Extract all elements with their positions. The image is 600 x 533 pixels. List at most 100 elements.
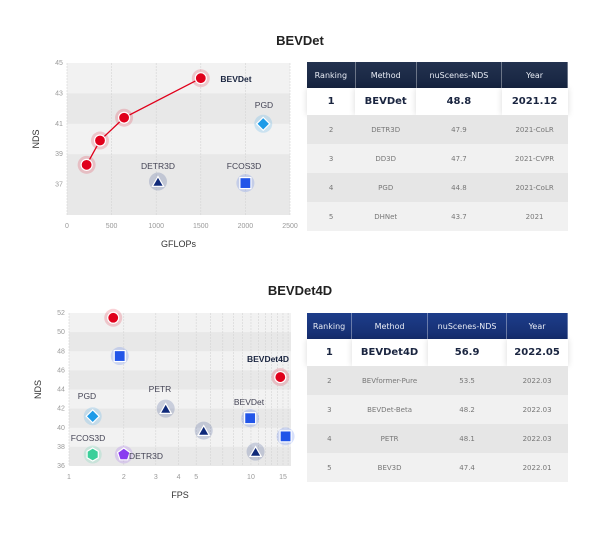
table-cell: 53.5 xyxy=(427,366,507,395)
x-tick-label: 15 xyxy=(279,474,287,481)
table-cell: 48.1 xyxy=(427,424,507,453)
table-cell: 2 xyxy=(307,115,356,144)
data-point-triangle xyxy=(194,421,213,440)
table-row: 3 DD3D 47.7 2021-CVPR xyxy=(307,144,568,173)
table-cell: BEVformer-Pure xyxy=(351,366,428,395)
point-label: BEVDet xyxy=(220,74,251,84)
y-tick-label: 37 xyxy=(55,182,63,189)
table-cell: 43.7 xyxy=(416,202,502,231)
table-cell: 2022.03 xyxy=(506,395,568,424)
table-cell: 2022.05 xyxy=(506,339,568,366)
data-point-diamond xyxy=(83,407,102,426)
table-row: 5 BEV3D 47.4 2022.01 xyxy=(307,453,568,482)
table-cell: DETR3D xyxy=(355,115,417,144)
table-cell: 2021 xyxy=(501,202,568,231)
table-cell: 2 xyxy=(307,366,352,395)
table-row: 4 PGD 44.8 2021-CoLR xyxy=(307,173,568,202)
table-cell: 1 xyxy=(307,88,356,115)
point-label: FCOS3D xyxy=(71,433,105,443)
data-point-circle xyxy=(271,368,290,387)
table-cell: 3 xyxy=(307,395,352,424)
column-header: nuScenes-NDS xyxy=(427,313,508,339)
x-tick-label: 1 xyxy=(67,474,71,481)
table-cell: 4 xyxy=(307,173,356,202)
data-point-pentagon xyxy=(114,445,133,464)
y-tick-label: 40 xyxy=(57,425,65,432)
table-row: 3 BEVDet-Beta 48.2 2022.03 xyxy=(307,395,568,424)
table-cell: 56.9 xyxy=(427,339,507,366)
ranking-table-2: Ranking Method nuScenes-NDS Year 1 BEVDet4D 56… xyxy=(307,313,568,482)
table-row: 4 PETR 48.1 2022.03 xyxy=(307,424,568,453)
data-point-diamond xyxy=(254,114,273,133)
table-cell: 2021-CoLR xyxy=(501,173,568,202)
table-cell: 48.8 xyxy=(416,88,502,115)
table-cell: 4 xyxy=(307,424,352,453)
y-tick-label: 50 xyxy=(57,329,65,336)
y-axis-label: NDS xyxy=(33,380,43,399)
y-tick-label: 41 xyxy=(55,121,63,128)
table-cell: 3 xyxy=(307,144,356,173)
y-tick-label: 43 xyxy=(55,90,63,97)
data-point-square xyxy=(110,347,129,366)
x-axis-label: FPS xyxy=(171,490,189,500)
table-cell: BEV3D xyxy=(351,453,428,482)
point-label: PGD xyxy=(78,391,96,401)
table-cell: 47.4 xyxy=(427,453,507,482)
point-label: DETR3D xyxy=(141,161,175,171)
table-cell: PGD xyxy=(355,173,417,202)
x-tick-label: 2 xyxy=(122,474,126,481)
table-cell: 2021-CoLR xyxy=(501,115,568,144)
table-cell: BEVDet-Beta xyxy=(351,395,428,424)
x-tick-label: 0 xyxy=(65,223,69,230)
column-header: nuScenes-NDS xyxy=(416,62,503,88)
point-label: PGD xyxy=(255,100,273,110)
point-label: FCOS3D xyxy=(227,161,261,171)
table-cell: 2022.03 xyxy=(506,424,568,453)
x-tick-label: 2500 xyxy=(282,223,298,230)
x-tick-label: 4 xyxy=(177,474,181,481)
data-point-circle xyxy=(191,69,210,88)
point-label: PETR xyxy=(149,384,172,394)
y-tick-label: 45 xyxy=(55,60,63,67)
data-point-square xyxy=(241,409,260,428)
table-cell: DD3D xyxy=(355,144,417,173)
table-cell: PETR xyxy=(351,424,428,453)
y-tick-label: 39 xyxy=(55,151,63,158)
table-cell: BEVDet xyxy=(355,88,417,115)
y-tick-label: 44 xyxy=(57,387,65,394)
table-cell: 2021.12 xyxy=(501,88,568,115)
point-label: BEVDet xyxy=(234,397,265,407)
data-point-square xyxy=(276,427,295,446)
data-point-circle xyxy=(91,131,110,150)
y-tick-label: 38 xyxy=(57,444,65,451)
x-tick-label: 10 xyxy=(247,474,255,481)
data-point-hexagon xyxy=(83,445,102,464)
column-header: Year xyxy=(501,62,568,88)
table-row: 5 DHNet 43.7 2021 xyxy=(307,202,568,231)
table-cell: 5 xyxy=(307,453,352,482)
x-tick-label: 2000 xyxy=(238,223,254,230)
point-label: BEVDet4D xyxy=(247,354,289,364)
chart-title-2: BEVDet4D xyxy=(267,283,333,298)
data-point-square xyxy=(236,174,255,193)
table-cell: 47.9 xyxy=(416,115,502,144)
x-tick-label: 1000 xyxy=(148,223,164,230)
table-cell: 44.8 xyxy=(416,173,502,202)
column-header: Ranking xyxy=(307,313,353,339)
y-tick-label: 42 xyxy=(57,406,65,413)
y-axis-label: NDS xyxy=(31,129,41,148)
data-point-triangle xyxy=(156,399,175,418)
data-point-triangle xyxy=(148,172,167,191)
x-tick-label: 500 xyxy=(106,223,118,230)
y-tick-label: 48 xyxy=(57,348,65,355)
table-cell: 1 xyxy=(307,339,352,366)
table-cell: 2021-CVPR xyxy=(501,144,568,173)
column-header: Year xyxy=(506,313,568,339)
table-cell: DHNet xyxy=(355,202,417,231)
table-cell: 5 xyxy=(307,202,356,231)
y-tick-label: 46 xyxy=(57,367,65,374)
table-cell: 2022.01 xyxy=(506,453,568,482)
table-cell: 47.7 xyxy=(416,144,502,173)
y-tick-label: 36 xyxy=(57,463,65,470)
